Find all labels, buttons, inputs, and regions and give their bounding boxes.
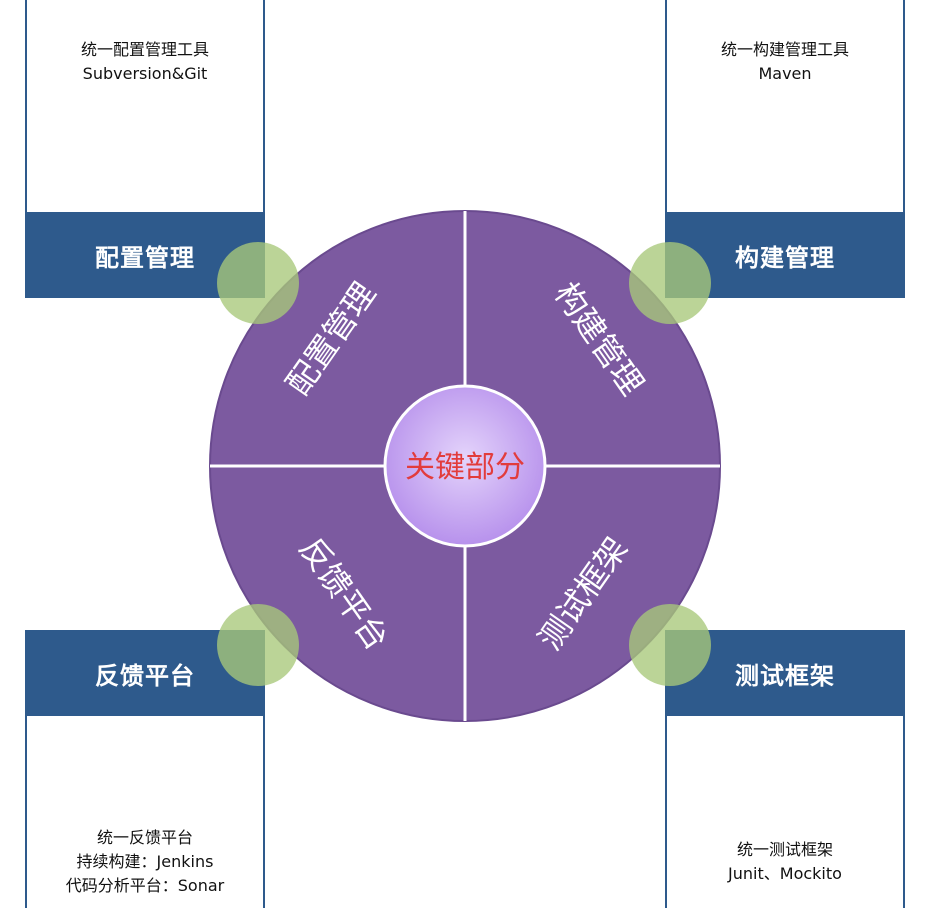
card-config-line-1: 统一配置管理工具	[80, 40, 209, 59]
center-circle	[383, 384, 547, 548]
center-label: 关键部分	[405, 450, 525, 485]
card-test-line-1: 统一测试框架	[736, 840, 833, 859]
card-config-management: 统一配置管理工具 Subversion&Git	[25, 0, 265, 212]
connector-circle-bottom-left	[217, 604, 299, 686]
card-build-line-2: Maven	[758, 64, 812, 83]
card-feedback-line-2: 持续构建：Jenkins	[76, 852, 214, 871]
header-feedback-platform: 反馈平台	[25, 630, 265, 716]
card-feedback-text: 统一反馈平台 持续构建：Jenkins 代码分析平台：Sonar	[27, 826, 263, 898]
card-feedback-platform: 统一反馈平台 持续构建：Jenkins 代码分析平台：Sonar	[25, 716, 265, 908]
connector-circle-top-right	[629, 242, 711, 324]
card-test-framework: 统一测试框架 Junit、Mockito	[665, 716, 905, 908]
card-config-line-2: Subversion&Git	[82, 64, 208, 83]
card-feedback-line-3: 代码分析平台：Sonar	[65, 876, 225, 895]
card-feedback-line-1: 统一反馈平台	[96, 828, 193, 847]
card-build-management: 统一构建管理工具 Maven	[665, 0, 905, 212]
card-build-line-1: 统一构建管理工具	[720, 40, 849, 59]
card-test-line-2: Junit、Mockito	[728, 864, 842, 883]
card-test-text: 统一测试框架 Junit、Mockito	[667, 838, 903, 886]
connector-circle-top-left	[217, 242, 299, 324]
connector-circle-bottom-right	[629, 604, 711, 686]
card-build-text: 统一构建管理工具 Maven	[667, 38, 903, 86]
card-config-text: 统一配置管理工具 Subversion&Git	[27, 38, 263, 86]
